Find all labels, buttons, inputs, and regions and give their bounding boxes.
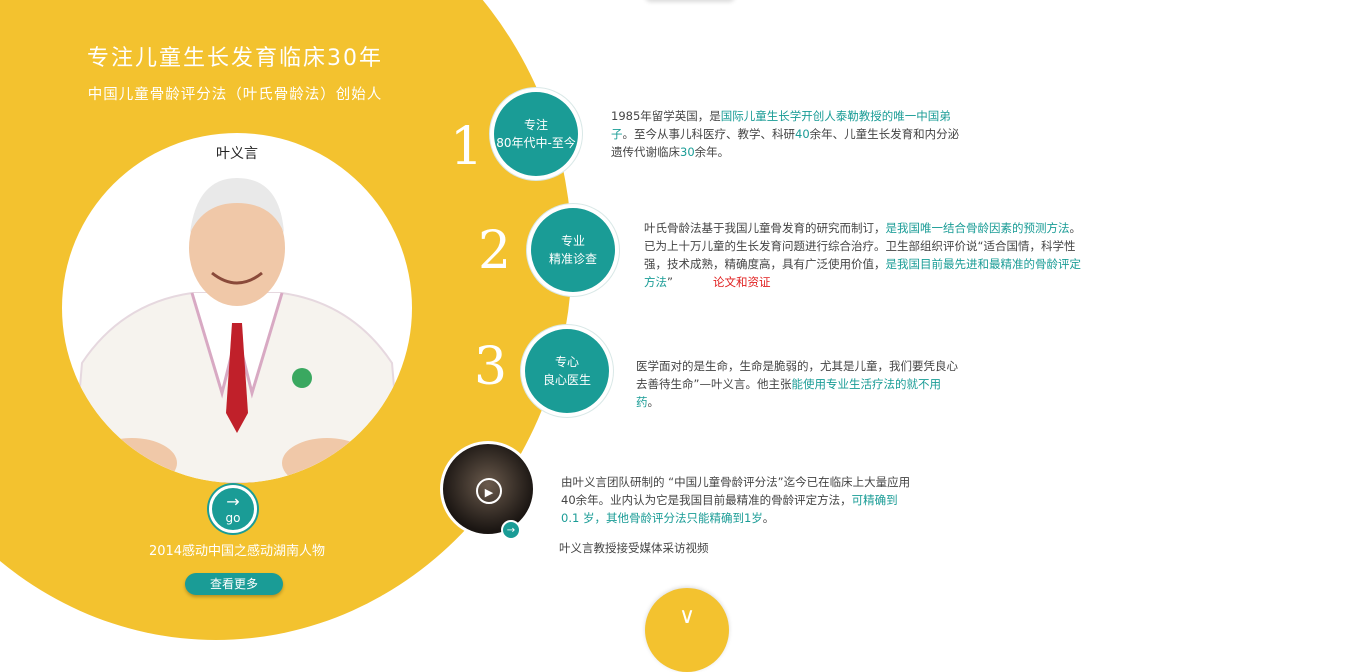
go-button[interactable]: → go <box>209 485 257 533</box>
doctor-illustration <box>70 178 404 483</box>
arrow-right-icon: → <box>226 492 240 511</box>
doctor-name: 叶义言 <box>216 146 258 162</box>
video-caption: 叶义言教授接受媒体采访视频 <box>559 541 709 555</box>
stage-text-3: 医学面对的是生命，生命是脆弱的，尤其是儿童，我们要凭良心去善待生命”—叶义言。他… <box>636 359 958 409</box>
stage-circle-3: 专心 良心医生 <box>521 325 613 417</box>
video-arrow-icon[interactable]: → <box>501 520 521 540</box>
video-thumbnail[interactable]: ▶ <box>440 441 536 537</box>
page-subtitle: 中国儿童骨龄评分法（叶氏骨龄法）创始人 <box>87 87 383 103</box>
doctor-portrait: 叶义言 <box>62 133 412 483</box>
video-text: 由叶义言团队研制的 “中国儿童骨龄评分法”迄今已在临床上大量应用40余年。业内认… <box>561 475 911 525</box>
stage-circle-1: 专注 80年代中-至今 <box>490 88 582 180</box>
papers-link[interactable]: 论文和资证 <box>712 275 771 289</box>
chevron-down-icon: ∨ <box>678 604 696 629</box>
page-title: 专注儿童生长发育临床30年 <box>87 46 383 71</box>
stage-number-2: 2 <box>478 221 512 281</box>
stage-number-3: 3 <box>474 337 508 397</box>
stage-text-2: 叶氏骨龄法基于我国儿童骨发育的研究而制订，是我国唯一结合骨龄因素的预测方法。已为… <box>644 221 1081 289</box>
scroll-down-button[interactable]: ∨ <box>645 588 729 672</box>
stage-number-1: 1 <box>450 117 484 177</box>
view-more-button[interactable]: 查看更多 <box>185 573 283 595</box>
stage-text-1: 1985年留学英国，是国际儿童生长学开创人泰勒教授的唯一中国弟子。至今从事儿科医… <box>611 109 960 159</box>
play-icon[interactable]: ▶ <box>476 478 502 504</box>
stage-circle-2: 专业 精准诊查 <box>527 204 619 296</box>
award-text: 2014感动中国之感动湖南人物 <box>148 544 326 559</box>
